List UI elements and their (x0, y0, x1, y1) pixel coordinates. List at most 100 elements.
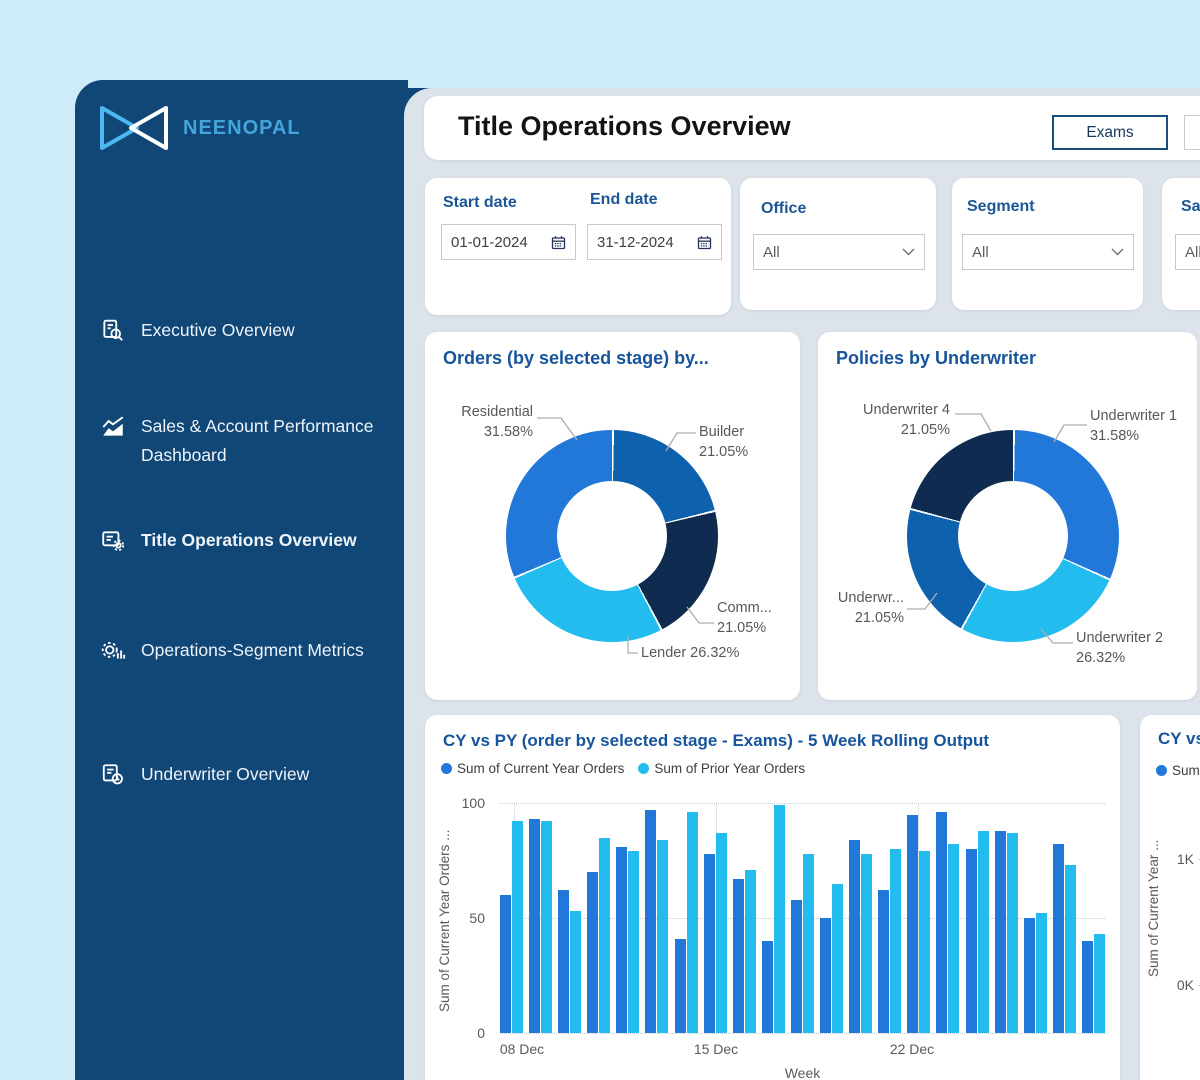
bar-group[interactable] (558, 890, 582, 1033)
sales-filter-dropdown[interactable]: All (1175, 234, 1200, 270)
bar-prior-year[interactable] (570, 911, 582, 1033)
bar-current-year[interactable] (936, 812, 948, 1033)
bar-current-year[interactable] (703, 853, 715, 1033)
bar-current-year[interactable] (849, 839, 861, 1033)
bar-prior-year[interactable] (861, 853, 873, 1033)
cy-vs-mini-chart-card: CY vs Sum Sum of Current Year ... 1K 0K (1140, 715, 1200, 1080)
bar-group[interactable] (761, 805, 785, 1033)
sidebar-item-operations-segment[interactable]: Operations-Segment Metrics (100, 636, 364, 665)
bar-current-year[interactable] (732, 878, 744, 1033)
bar-prior-year[interactable] (773, 805, 785, 1033)
y-tick-100: 100 (461, 795, 485, 811)
bar-prior-year[interactable] (948, 844, 960, 1033)
bar-prior-year[interactable] (1006, 832, 1018, 1033)
bar-group[interactable] (674, 812, 698, 1033)
sidebar-item-underwriter-overview[interactable]: Underwriter Overview (100, 760, 309, 789)
bar-prior-year[interactable] (686, 812, 698, 1033)
bar-group[interactable] (500, 821, 523, 1033)
donut-hole (958, 481, 1068, 591)
legend-current-year: Sum of Current Year Orders (441, 761, 624, 776)
bar-current-year[interactable] (878, 890, 890, 1033)
bar-current-year[interactable] (994, 830, 1006, 1033)
bar-current-year[interactable] (1023, 918, 1035, 1033)
bar-group[interactable] (820, 883, 844, 1033)
sidebar-item-title-operations[interactable]: Title Operations Overview (100, 526, 357, 555)
legend-dot-current (441, 763, 452, 774)
page-title: Title Operations Overview (458, 111, 791, 141)
bar-prior-year[interactable] (599, 837, 611, 1033)
bar-current-year[interactable] (500, 895, 511, 1033)
bar-group[interactable] (703, 832, 727, 1033)
sidebar-item-label: Operations-Segment Metrics (141, 640, 364, 660)
bar-prior-year[interactable] (977, 830, 989, 1033)
bar-current-year[interactable] (907, 814, 919, 1033)
bar-current-year[interactable] (965, 849, 977, 1033)
neenopal-logo-icon (100, 106, 168, 150)
bar-group[interactable] (645, 809, 669, 1033)
end-date-input[interactable]: 31-12-2024 (587, 224, 722, 260)
settlement-button[interactable]: Se (1184, 115, 1200, 150)
bar-group[interactable] (732, 869, 756, 1033)
bar-prior-year[interactable] (1064, 865, 1076, 1033)
bar-current-year[interactable] (1052, 844, 1064, 1033)
bar-current-year[interactable] (645, 809, 657, 1033)
bar-prior-year[interactable] (628, 851, 640, 1033)
bar-group[interactable] (529, 819, 553, 1033)
bar-prior-year[interactable] (890, 849, 902, 1033)
bar-current-year[interactable] (674, 938, 686, 1033)
bar-group[interactable] (587, 837, 611, 1033)
exams-button[interactable]: Exams (1052, 115, 1168, 150)
donut-hole (557, 481, 667, 591)
sidebar-item-executive-overview[interactable]: Executive Overview (100, 316, 295, 345)
bar-current-year[interactable] (587, 872, 599, 1033)
bar-prior-year[interactable] (1035, 913, 1047, 1033)
policies-donut-chart[interactable] (907, 430, 1119, 642)
office-dropdown[interactable]: All (753, 234, 925, 270)
bar-current-year[interactable] (761, 941, 773, 1033)
x-tick-22dec: 22 Dec (889, 1041, 935, 1057)
callout-underwriter-2: Underwriter 2 26.32% (1076, 630, 1164, 666)
report-search-icon (100, 316, 126, 345)
bar-prior-year[interactable] (832, 883, 844, 1033)
sales-filter-card: Sal All (1162, 178, 1200, 310)
bar-current-year[interactable] (820, 918, 832, 1033)
chart-title: Policies by Underwriter (836, 348, 1037, 368)
bar-current-year[interactable] (616, 846, 628, 1033)
orders-donut-chart[interactable] (506, 430, 718, 642)
bar-prior-year[interactable] (512, 821, 523, 1033)
logo-text: NEENOPAL (183, 116, 301, 139)
start-date-value: 01-01-2024 (451, 233, 528, 251)
chart-title: CY vs PY (order by selected stage - Exam… (443, 731, 990, 750)
bar-group[interactable] (936, 812, 960, 1033)
bar-group[interactable] (616, 846, 640, 1033)
bar-prior-year[interactable] (715, 832, 727, 1033)
legend-dot-prior (638, 763, 650, 774)
bar-prior-year[interactable] (657, 839, 669, 1033)
bar-current-year[interactable] (1081, 941, 1093, 1033)
bar-prior-year[interactable] (919, 851, 931, 1033)
bar-group[interactable] (1081, 934, 1105, 1033)
segment-dropdown[interactable]: All (962, 234, 1134, 270)
bar-prior-year[interactable] (802, 853, 814, 1033)
header-bar: Title Operations Overview Exams Se (424, 96, 1200, 160)
bar-group[interactable] (965, 830, 989, 1033)
bar-prior-year[interactable] (744, 869, 756, 1033)
gridline-0 (500, 1033, 1105, 1034)
start-date-label: Start date (443, 194, 517, 211)
bar-group[interactable] (907, 814, 931, 1033)
orders-by-stage-chart-card: Orders (by selected stage) by... Residen… (425, 332, 800, 700)
bar-group[interactable] (849, 839, 873, 1033)
bar-prior-year[interactable] (541, 821, 553, 1033)
bar-group[interactable] (878, 849, 902, 1033)
bar-group[interactable] (994, 830, 1018, 1033)
bar-group[interactable] (1052, 844, 1076, 1033)
start-date-input[interactable]: 01-01-2024 (441, 224, 576, 260)
cy-py-bar-plot[interactable] (500, 803, 1105, 1033)
bar-current-year[interactable] (529, 819, 541, 1033)
bar-group[interactable] (790, 853, 814, 1033)
bar-group[interactable] (1023, 913, 1047, 1033)
sidebar-item-sales-account[interactable]: Sales & Account Performance Dashboard (100, 412, 393, 470)
bar-prior-year[interactable] (1093, 934, 1105, 1033)
bar-current-year[interactable] (558, 890, 570, 1033)
bar-current-year[interactable] (790, 899, 802, 1033)
